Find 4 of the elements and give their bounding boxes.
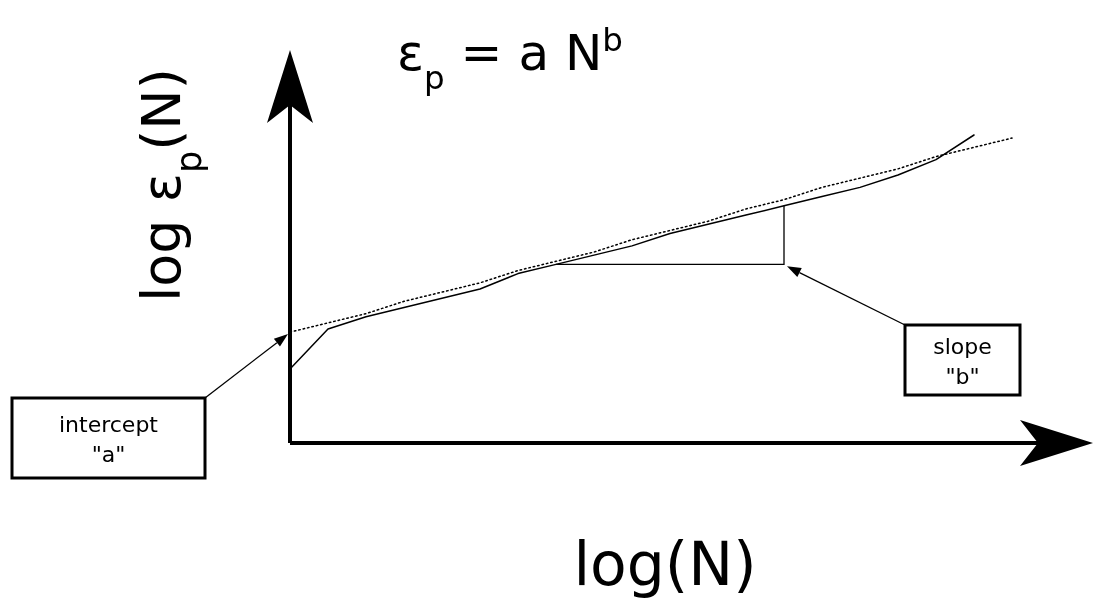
text: intercept "a" bbox=[59, 412, 159, 467]
annotation: slope "b" bbox=[933, 334, 992, 389]
chart-title: ε$_{p}$ = a N$^{b}$ bbox=[397, 21, 623, 97]
x-axis-title: log(N) bbox=[573, 529, 757, 599]
